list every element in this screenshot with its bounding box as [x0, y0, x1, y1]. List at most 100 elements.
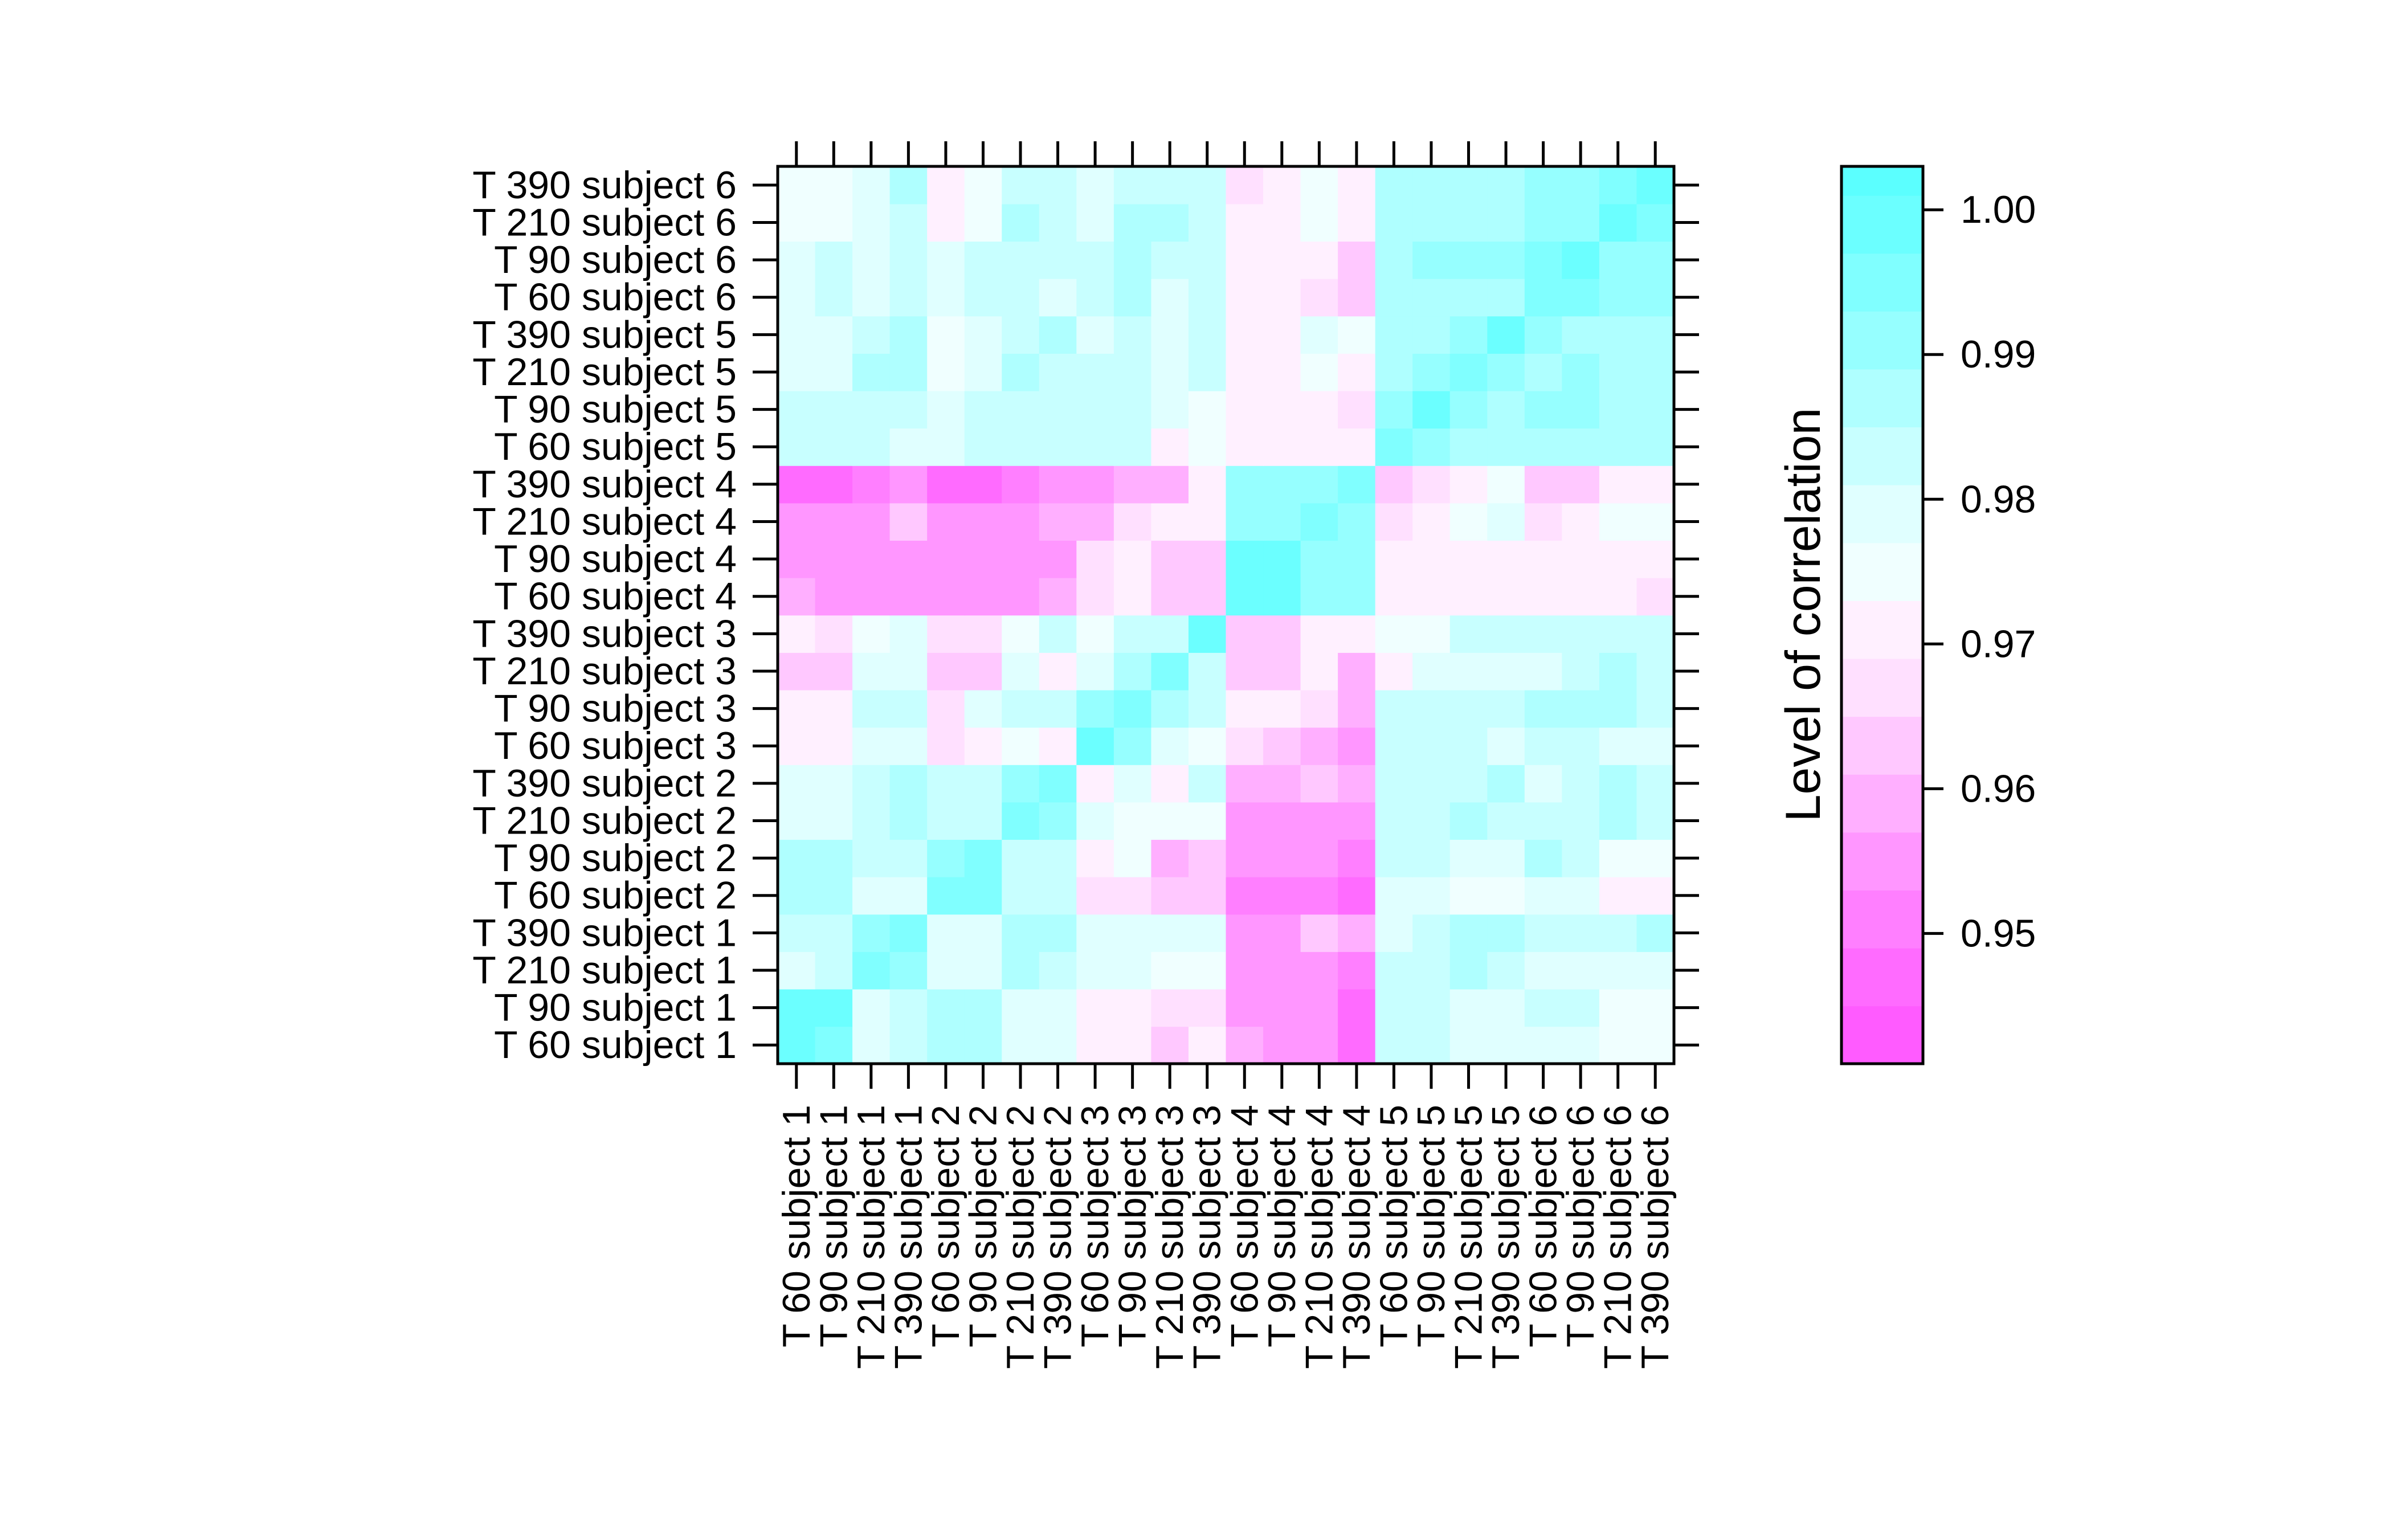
heatmap-cell: [1300, 540, 1338, 578]
heatmap-cell: [1113, 353, 1152, 391]
color-key-band: [1841, 166, 1923, 196]
color-key-band: [1841, 947, 1923, 1007]
heatmap-cell: [927, 1026, 965, 1064]
heatmap-cell: [1039, 802, 1077, 840]
heatmap-cell: [1039, 652, 1077, 691]
heatmap-cell: [927, 689, 965, 728]
y-tick-label: T 60 subject 6: [494, 276, 737, 319]
heatmap-cell: [1151, 914, 1189, 952]
heatmap-cell: [1636, 914, 1675, 952]
x-tick-label: T 390 subject 6: [1634, 1105, 1677, 1369]
heatmap-cell: [1151, 876, 1189, 915]
heatmap-cell: [1151, 988, 1189, 1027]
heatmap-cell: [1524, 241, 1563, 279]
heatmap-cell: [1338, 951, 1376, 990]
heatmap-cell: [1263, 203, 1301, 242]
heatmap-cell: [1188, 1026, 1227, 1064]
heatmap-cell: [1263, 316, 1301, 354]
heatmap-cell: [889, 428, 928, 466]
heatmap-cell: [1188, 390, 1227, 429]
heatmap-cell: [852, 839, 891, 877]
heatmap-cell: [852, 951, 891, 990]
heatmap-cell: [1039, 203, 1077, 242]
heatmap-cell: [1636, 241, 1675, 279]
heatmap-cell: [1449, 988, 1488, 1027]
heatmap-cell: [964, 951, 1003, 990]
y-tick-label: T 390 subject 3: [472, 612, 737, 655]
heatmap-cell: [1449, 166, 1488, 205]
heatmap-cell: [1487, 353, 1525, 391]
heatmap-cell: [1113, 839, 1152, 877]
heatmap-cell: [852, 503, 891, 541]
heatmap-cell: [1599, 353, 1637, 391]
heatmap-cell: [1039, 577, 1077, 616]
heatmap-cell: [1524, 914, 1563, 952]
heatmap-cell: [1487, 765, 1525, 803]
heatmap-cell: [964, 988, 1003, 1027]
heatmap-cell: [778, 876, 816, 915]
heatmap-cell: [964, 839, 1003, 877]
heatmap-cell: [1263, 727, 1301, 765]
heatmap-cell: [1599, 652, 1637, 691]
heatmap-cell: [815, 951, 853, 990]
color-key-tick-label: 0.98: [1961, 477, 2036, 521]
heatmap-cell: [1375, 802, 1414, 840]
heatmap-cell: [1375, 765, 1414, 803]
heatmap-cell: [1412, 876, 1451, 915]
heatmap-cell: [1449, 503, 1488, 541]
heatmap-cell: [1076, 689, 1114, 728]
heatmap-cell: [1412, 839, 1451, 877]
heatmap-cell: [889, 203, 928, 242]
heatmap-cell: [1113, 203, 1152, 242]
y-tick-label: T 60 subject 4: [494, 575, 737, 618]
heatmap-cell: [1113, 951, 1152, 990]
heatmap-cell: [815, 428, 853, 466]
heatmap-cell: [778, 988, 816, 1027]
heatmap-cell: [1076, 540, 1114, 578]
heatmap-cell: [815, 988, 853, 1027]
color-key-band: [1841, 427, 1923, 485]
heatmap-cell: [815, 316, 853, 354]
heatmap-cell: [778, 428, 816, 466]
heatmap-cell: [1636, 1026, 1675, 1064]
heatmap-cell: [1375, 465, 1414, 504]
heatmap-cell: [1226, 951, 1264, 990]
heatmap-cell: [1002, 278, 1040, 317]
heatmap-cell: [1226, 802, 1264, 840]
heatmap-cell: [1263, 465, 1301, 504]
heatmap-cell: [1449, 465, 1488, 504]
heatmap-cell: [927, 390, 965, 429]
heatmap-cell: [1076, 951, 1114, 990]
color-key-band: [1841, 601, 1923, 659]
heatmap-cell: [778, 203, 816, 242]
heatmap-cell: [1412, 503, 1451, 541]
heatmap-cell: [1151, 727, 1189, 765]
heatmap-cell: [1412, 615, 1451, 653]
heatmap-cell: [1412, 914, 1451, 952]
heatmap-cell: [1039, 988, 1077, 1027]
heatmap-cell: [1113, 241, 1152, 279]
heatmap-cell: [1188, 353, 1227, 391]
heatmap-cell: [1076, 316, 1114, 354]
heatmap-cell: [815, 241, 853, 279]
heatmap-cell: [1487, 1026, 1525, 1064]
heatmap-cell: [889, 577, 928, 616]
heatmap-cell: [1039, 689, 1077, 728]
heatmap-cell: [815, 353, 853, 391]
heatmap-cell: [927, 503, 965, 541]
heatmap-cell: [964, 353, 1003, 391]
heatmap-cell: [1412, 316, 1451, 354]
heatmap-cell: [1300, 390, 1338, 429]
heatmap-cell: [1524, 839, 1563, 877]
heatmap-cell: [1338, 802, 1376, 840]
heatmap-cell: [1300, 577, 1338, 616]
heatmap-cell: [1039, 914, 1077, 952]
color-key-title: Level of correlation: [1776, 408, 1831, 822]
heatmap-cell: [1562, 652, 1600, 691]
heatmap-cell: [1226, 353, 1264, 391]
heatmap-cell: [1113, 278, 1152, 317]
heatmap-cell: [1039, 428, 1077, 466]
color-key-ticks: 0.95 0.96 0.97 0.98 0.99 1.00: [1923, 188, 2036, 955]
heatmap-cell: [1375, 951, 1414, 990]
heatmap-cell: [1076, 1026, 1114, 1064]
